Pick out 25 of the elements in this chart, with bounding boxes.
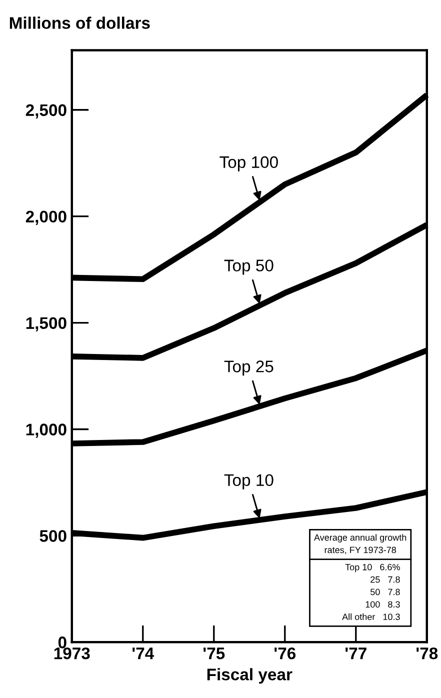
annotation: 100 8.3 <box>366 601 400 608</box>
y-tick-label: 0 <box>58 636 66 648</box>
series-label: Top 50 <box>224 260 274 275</box>
x-tick-label: '78 <box>416 647 438 660</box>
annotation: 25 7.8 <box>370 576 400 583</box>
x-tick-label: '77 <box>346 648 366 660</box>
y-tick-label: 2,500 <box>26 104 66 118</box>
series-label: Top 10 <box>224 474 274 490</box>
x-axis-title: Fiscal year <box>207 668 292 684</box>
y-tick-label: 1,500 <box>26 317 66 332</box>
x-tick-label: 1973 <box>54 647 90 660</box>
y-axis-title: Millions of dollars <box>10 16 150 29</box>
x-tick-label: '74 <box>132 648 154 660</box>
annotation: Top 10 6.6% <box>345 564 400 572</box>
y-tick-label: 1,000 <box>26 424 66 438</box>
y-tick-label: 2,000 <box>26 210 66 225</box>
series-label: Top 25 <box>224 360 274 376</box>
annotation: All other 10.3 <box>342 613 400 620</box>
annotation: rates, FY 1973-78 <box>324 546 396 554</box>
x-tick-label: '75 <box>204 648 225 660</box>
annotation: Average annual growth <box>314 534 406 542</box>
annotation: 50 7.8 <box>370 588 400 596</box>
series-label: Top 100 <box>220 156 278 172</box>
x-tick-label: '76 <box>274 647 296 660</box>
y-tick-label: 500 <box>40 530 66 542</box>
